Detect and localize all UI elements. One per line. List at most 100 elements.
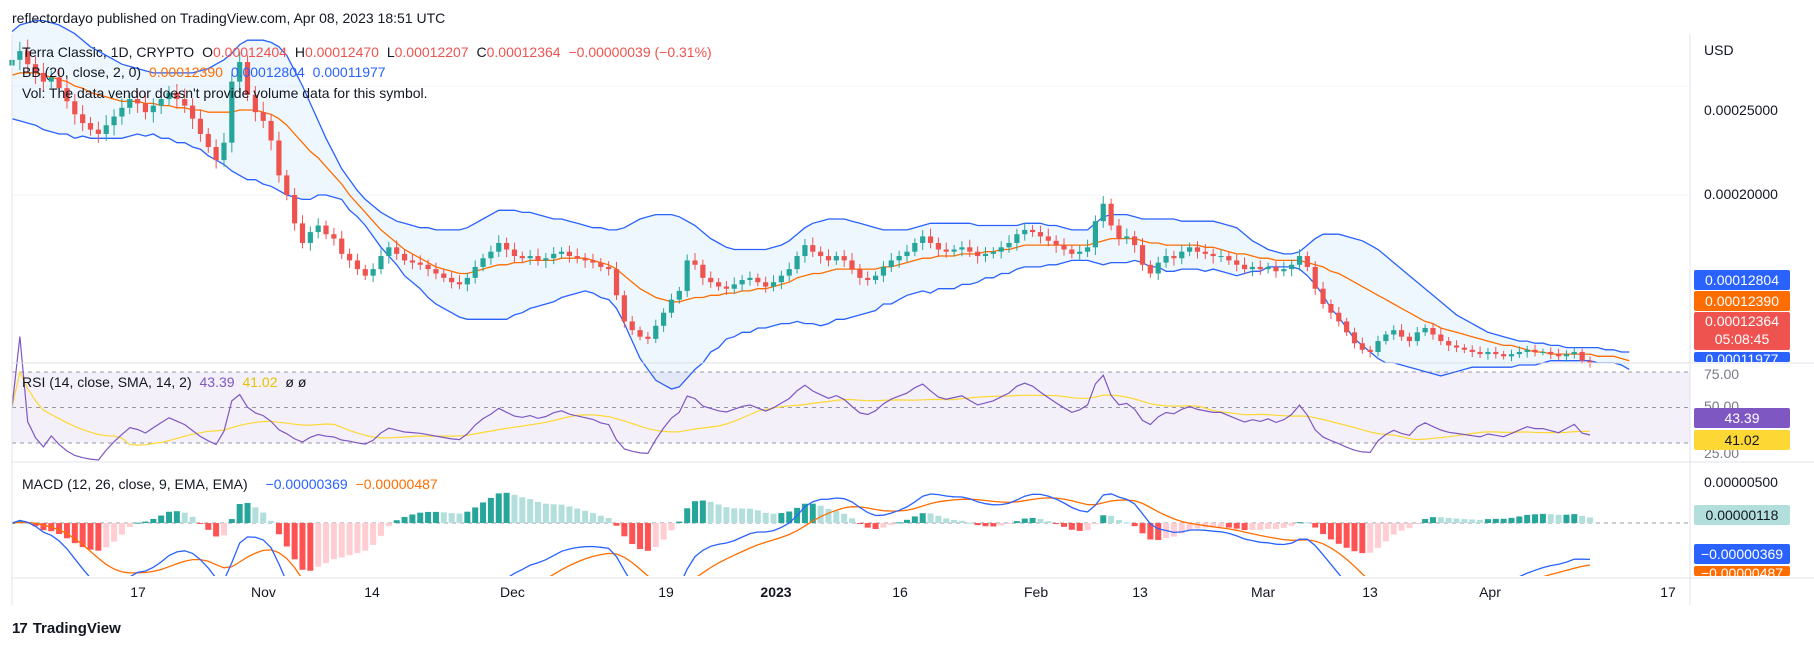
candle-body (1548, 351, 1554, 355)
time-tick-label: Apr (1479, 584, 1501, 600)
macd-histogram-bar (173, 511, 180, 524)
candle-body (323, 225, 329, 235)
candle (1053, 235, 1059, 253)
candle (731, 277, 737, 294)
candle (1289, 259, 1295, 277)
bb-lower-value: 0.00011977 (312, 64, 386, 80)
macd-histogram-bar (1013, 521, 1020, 524)
macd-histogram-bar (472, 507, 479, 524)
macd-histogram-bar (849, 518, 856, 524)
macd-histogram-bar (527, 499, 534, 524)
candle (1022, 222, 1028, 241)
macd-histogram-bar (409, 514, 416, 524)
candle-body (880, 266, 887, 276)
candle-body (150, 105, 156, 113)
candle (189, 98, 196, 129)
rsi-value: 43.39 (199, 374, 235, 390)
macd-histogram-bar (103, 523, 110, 548)
candle (778, 270, 784, 290)
candle (80, 105, 86, 132)
candle-body (1281, 269, 1287, 272)
candle (213, 139, 219, 169)
macd-histogram-bar (770, 513, 777, 524)
candle-body (1037, 232, 1044, 237)
macd-histogram-bar (220, 523, 227, 536)
main-legend[interactable]: Terra Classic, 1D, CRYPTO O0.00012404 H0… (22, 44, 716, 60)
candle-body (307, 232, 313, 243)
macd-histogram-bar (1312, 523, 1319, 528)
candle (849, 252, 855, 275)
time-tick-label: Feb (1024, 584, 1049, 600)
candle (927, 228, 934, 249)
candle (1453, 340, 1460, 353)
macd-histogram-bar (495, 493, 502, 524)
candle (1328, 299, 1334, 320)
candle-body (229, 81, 235, 143)
macd-histogram-bar (1123, 522, 1130, 524)
macd-histogram-bar (919, 513, 926, 524)
macd-histogram-bar (574, 508, 581, 524)
candle (1202, 244, 1208, 260)
candle-body (1430, 327, 1436, 335)
macd-histogram-bar (1178, 523, 1185, 534)
candle (166, 86, 172, 106)
candle (449, 272, 455, 289)
candle-body (857, 269, 863, 278)
candle-body (401, 253, 408, 261)
candle (1367, 345, 1373, 358)
candle (1061, 238, 1067, 256)
candle (558, 247, 565, 259)
macd-histogram-bar (260, 512, 267, 524)
candle (1438, 328, 1444, 346)
candle (433, 262, 439, 280)
candle-body (276, 140, 282, 176)
candle-body (464, 277, 470, 285)
macd-histogram-bar (817, 505, 824, 524)
macd-histogram-bar (464, 511, 471, 524)
candle-body (1265, 266, 1271, 270)
candle (362, 264, 368, 280)
candle (676, 286, 682, 304)
candle-body (1453, 345, 1460, 348)
macd-histogram-bar (1218, 523, 1225, 528)
candle (763, 276, 769, 293)
high-label: H (294, 44, 305, 60)
candle (841, 250, 847, 268)
tradingview-footer[interactable]: 17 TradingView (12, 620, 121, 637)
macd-legend[interactable]: MACD (12, 26, close, 9, EMA, EMA) −0.000… (22, 476, 442, 492)
publisher-line: reflectordayo published on TradingView.c… (12, 10, 446, 26)
candle-body (668, 299, 675, 313)
macd-histogram-bar (425, 511, 432, 524)
candle (1320, 281, 1326, 309)
candle-body (574, 256, 580, 259)
macd-histogram-bar (456, 513, 463, 524)
macd-histogram-bar (134, 522, 141, 524)
bar-countdown: 05:08:45 (1714, 331, 1770, 347)
candle (543, 253, 549, 268)
candle-body (833, 256, 839, 261)
candle (1430, 323, 1436, 340)
rsi-legend[interactable]: RSI (14, close, SMA, 14, 2) 43.39 41.02 … (22, 374, 310, 390)
macd-histogram-bar (346, 523, 353, 556)
macd-histogram-bar (958, 520, 965, 524)
macd-histogram-bar (1398, 523, 1405, 531)
macd-histogram-bar (692, 501, 699, 524)
candle-body (48, 77, 54, 82)
candle-body (1241, 264, 1248, 270)
candle (135, 90, 141, 113)
candle-body (935, 242, 941, 250)
candle (1461, 344, 1467, 354)
rsi-sma-tag: 41.02 (1694, 430, 1790, 450)
candle-body (1139, 245, 1146, 265)
candle-body (1045, 236, 1051, 241)
bb-legend[interactable]: BB (20, close, 2, 0) 0.00012390 0.000128… (22, 64, 390, 80)
candle-body (135, 99, 141, 104)
candle (401, 249, 408, 265)
candle (370, 263, 376, 283)
macd-histogram-bar (896, 522, 903, 524)
candle-body (1469, 349, 1475, 352)
candle (40, 62, 47, 91)
candle-body (142, 103, 149, 113)
macd-histogram-bar (1265, 523, 1272, 529)
